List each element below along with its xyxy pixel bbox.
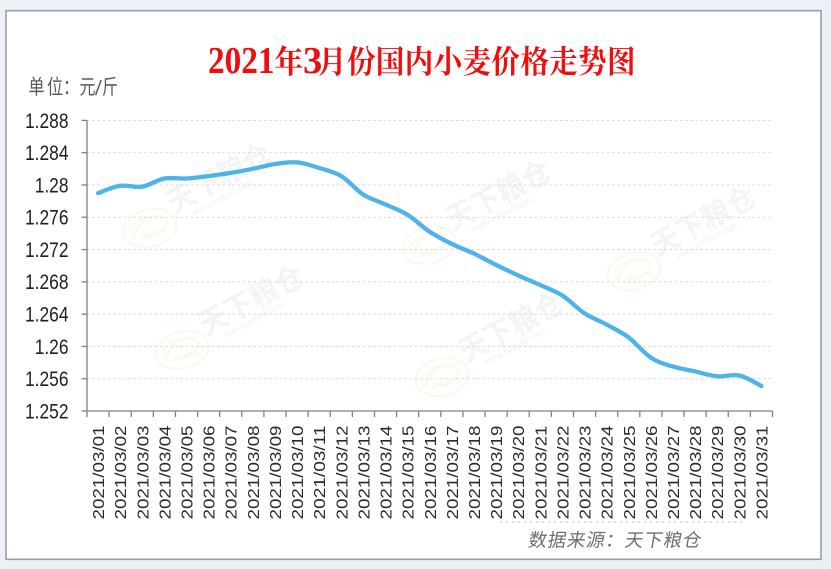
svg-text:2021/03/16: 2021/03/16 [423,425,440,519]
svg-text:2021/03/02: 2021/03/02 [113,425,130,519]
svg-text:2021/03/08: 2021/03/08 [246,425,263,519]
svg-text:2021/03/04: 2021/03/04 [157,425,174,519]
svg-text:2021/03/10: 2021/03/10 [290,425,307,519]
svg-text:2021/03/09: 2021/03/09 [268,425,285,519]
svg-text:2021/03/07: 2021/03/07 [224,425,241,519]
svg-text:2021: 2021 [208,40,275,82]
svg-text:1.284: 1.284 [25,140,69,165]
svg-text:1.268: 1.268 [25,269,69,294]
svg-text:1.288: 1.288 [25,108,69,133]
svg-text:2021/03/28: 2021/03/28 [688,425,705,519]
svg-text:2021/03/11: 2021/03/11 [312,425,329,519]
svg-text:2021/03/05: 2021/03/05 [180,425,197,519]
svg-text:2021/03/01: 2021/03/01 [91,425,108,519]
svg-text:2021/03/23: 2021/03/23 [578,425,595,519]
svg-text:2021/03/25: 2021/03/25 [622,425,639,519]
svg-text:2021/03/27: 2021/03/27 [666,425,683,519]
svg-text:1.276: 1.276 [25,205,69,230]
svg-text:2021/03/18: 2021/03/18 [467,425,484,519]
svg-text:1.26: 1.26 [35,334,69,359]
svg-text:2021/03/17: 2021/03/17 [445,425,462,519]
svg-text:2021/03/12: 2021/03/12 [334,425,351,519]
svg-text:2021/03/26: 2021/03/26 [644,425,661,519]
svg-text:3: 3 [303,40,322,82]
svg-text:1.264: 1.264 [25,302,69,327]
svg-text:2021/03/30: 2021/03/30 [732,425,749,519]
svg-text:2021/03/22: 2021/03/22 [555,425,572,519]
svg-text:2021/03/21: 2021/03/21 [533,425,550,519]
svg-text:2021/03/15: 2021/03/15 [401,425,418,519]
svg-text:2021/03/29: 2021/03/29 [710,425,727,519]
svg-text:2021/03/31: 2021/03/31 [754,425,771,519]
svg-text:1.28: 1.28 [35,172,69,197]
svg-text:2021/03/13: 2021/03/13 [356,425,373,519]
svg-text:1.252: 1.252 [25,398,69,423]
svg-text:2021/03/19: 2021/03/19 [489,425,506,519]
svg-text:2021/03/24: 2021/03/24 [600,425,617,519]
svg-text:1.256: 1.256 [25,366,69,391]
svg-text:1.272: 1.272 [25,237,69,262]
svg-text:2021/03/03: 2021/03/03 [135,425,152,519]
svg-text:2021/03/20: 2021/03/20 [511,425,528,519]
svg-text:2021/03/14: 2021/03/14 [379,425,396,519]
svg-text:2021/03/06: 2021/03/06 [202,425,219,519]
